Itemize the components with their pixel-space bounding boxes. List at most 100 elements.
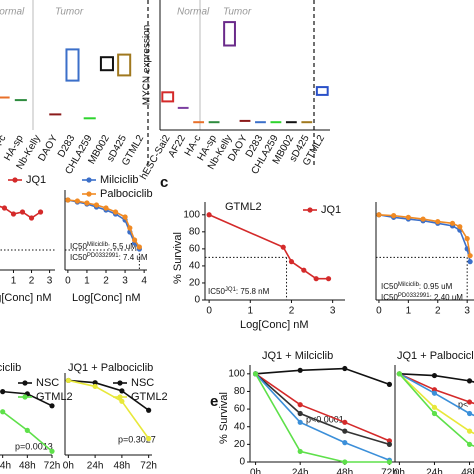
- x-tick-label: 24h: [87, 461, 104, 472]
- y-tick-label: 20: [189, 278, 201, 289]
- ic50-sup: PD0332991: [398, 293, 430, 299]
- chart-title: JQ1 + Palbociclib: [397, 350, 474, 362]
- x-tick-label: 2: [289, 306, 295, 317]
- data-point: [376, 212, 382, 218]
- ic50-sup: Milciclib: [398, 282, 420, 288]
- data-point: [420, 216, 426, 222]
- data-point: [467, 253, 473, 259]
- x-tick-label: 0: [65, 276, 71, 287]
- data-point: [464, 236, 470, 242]
- data-point: [146, 436, 152, 442]
- ic50-main: IC50: [70, 253, 87, 262]
- data-point: [280, 244, 286, 250]
- data-point: [466, 441, 473, 447]
- x-tick-label: 0: [206, 306, 212, 317]
- legend-label: GTML2: [131, 391, 168, 403]
- legend-marker: [117, 394, 123, 400]
- series-line: [67, 199, 141, 248]
- data-point: [49, 403, 55, 409]
- x-tick-label: 24h: [426, 468, 443, 474]
- y-tick-label: 60: [189, 244, 201, 255]
- p-value: p=0.3027: [118, 434, 156, 444]
- category-label: AF22: [167, 133, 189, 160]
- data-point: [0, 409, 6, 415]
- x-tick-label: 3: [47, 276, 53, 287]
- x-tick-label: 0h: [250, 468, 261, 474]
- data-point: [92, 380, 98, 386]
- x-tick-label: 2: [29, 276, 35, 287]
- x-tick-label: 3: [122, 276, 128, 287]
- series-line: [254, 373, 390, 461]
- series-line: [255, 373, 390, 446]
- data-point: [136, 244, 142, 250]
- ic50-main: IC50: [208, 287, 225, 296]
- ic50-rest: : 75.8 nM: [236, 287, 270, 296]
- data-point: [127, 225, 133, 231]
- data-point: [342, 459, 348, 465]
- y-tick-label: 80: [189, 226, 201, 237]
- y-tick-label: 100: [228, 368, 245, 379]
- series-line: [398, 373, 474, 417]
- series-line: [208, 214, 329, 280]
- range-box: [223, 21, 236, 47]
- legend-marker: [86, 191, 92, 197]
- legend-marker: [86, 177, 92, 183]
- data-point: [65, 197, 71, 203]
- data-point: [297, 402, 303, 408]
- y-tick-label: 60: [234, 404, 246, 415]
- range-box: [315, 86, 329, 96]
- series-line: [67, 199, 140, 250]
- y-tick-label: 0: [194, 295, 200, 306]
- data-point: [342, 419, 348, 425]
- data-point: [297, 419, 303, 425]
- legend-label: Milciclib: [100, 174, 139, 186]
- x-tick-label: 1: [248, 306, 254, 317]
- ic50-rest: : 2.40 uM: [430, 293, 464, 302]
- ic50-main: IC50: [381, 282, 398, 291]
- x-tick-label: 48h: [461, 468, 474, 474]
- data-point: [103, 205, 109, 211]
- x-tick-label: 48h: [19, 461, 36, 472]
- data-point: [431, 404, 438, 410]
- data-point: [396, 371, 402, 377]
- panel-letter: e: [210, 393, 218, 410]
- data-point: [466, 399, 473, 405]
- x-axis-label: Log[Conc] nM: [72, 292, 140, 304]
- x-tick-label: 48h: [336, 468, 353, 474]
- y-tick-label: 40: [234, 421, 246, 432]
- data-point: [431, 372, 438, 379]
- data-point: [84, 200, 90, 206]
- data-point: [435, 219, 441, 225]
- series-line: [398, 373, 474, 435]
- data-point: [146, 407, 152, 413]
- data-point: [112, 209, 119, 215]
- data-point: [132, 237, 138, 243]
- data-point: [391, 213, 397, 219]
- data-point: [122, 214, 128, 220]
- data-point: [466, 410, 473, 417]
- data-point: [92, 383, 98, 390]
- data-point: [342, 428, 348, 434]
- y-tick-label: 20: [234, 439, 246, 450]
- legend-marker: [117, 380, 123, 386]
- x-tick-label: 3: [330, 306, 336, 317]
- y-tick-label: 0: [239, 457, 245, 468]
- ic50-rest: : 7.4 uM: [119, 253, 148, 262]
- data-point: [93, 202, 100, 208]
- chart-title: GTML2: [225, 201, 262, 213]
- data-point: [313, 276, 319, 282]
- ic50-sup: JQ1: [225, 287, 237, 293]
- range-box: [161, 91, 175, 103]
- legend-marker: [22, 380, 28, 386]
- data-point: [431, 390, 438, 396]
- y-axis-label: MYCN expression: [142, 25, 153, 106]
- data-point: [342, 440, 348, 446]
- p-value: p<: [458, 399, 468, 409]
- ic50-sup: PD0332991: [87, 253, 119, 259]
- range-box: [65, 48, 80, 82]
- legend-marker: [22, 394, 28, 400]
- data-point: [297, 448, 303, 455]
- series-line: [254, 373, 390, 463]
- chart-title: JQ1 + Palbociclib: [68, 362, 153, 374]
